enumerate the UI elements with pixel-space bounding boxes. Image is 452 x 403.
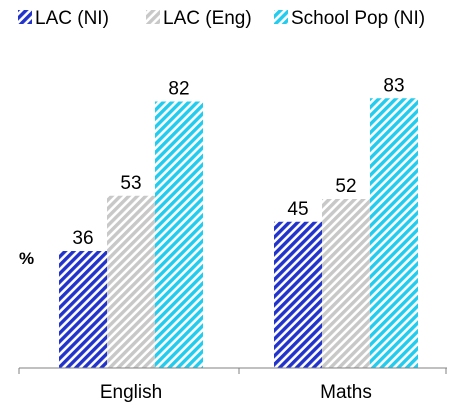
legend-label-1: LAC (Eng) — [163, 8, 252, 29]
bar-english-0 — [59, 251, 107, 368]
y-axis-label: % — [19, 249, 34, 268]
data-label-english-0: 36 — [72, 228, 93, 249]
data-label-maths-2: 83 — [383, 75, 404, 96]
x-axis: English Maths — [18, 367, 447, 403]
data-label-english-1: 53 — [120, 173, 141, 194]
data-label-maths-0: 45 — [287, 199, 308, 220]
legend-swatch-1 — [146, 10, 160, 24]
bars — [59, 98, 418, 368]
bar-english-1 — [107, 195, 155, 368]
legend-swatch-2 — [274, 10, 288, 24]
bar-maths-1 — [322, 199, 370, 368]
x-tick-label-english: English — [100, 382, 162, 403]
bar-maths-0 — [274, 221, 322, 368]
legend-swatch-0 — [18, 10, 32, 24]
bar-english-2 — [155, 101, 203, 368]
data-label-maths-1: 52 — [335, 176, 356, 197]
bar-maths-2 — [370, 98, 418, 368]
data-label-english-2: 82 — [168, 79, 189, 100]
x-tick-label-maths: Maths — [320, 382, 372, 403]
legend-label-2: School Pop (NI) — [291, 8, 425, 29]
data-labels: 36 53 82 45 52 83 — [72, 75, 404, 249]
legend-label-0: LAC (NI) — [35, 8, 109, 29]
legend: LAC (NI) LAC (Eng) School Pop (NI) — [18, 8, 425, 29]
